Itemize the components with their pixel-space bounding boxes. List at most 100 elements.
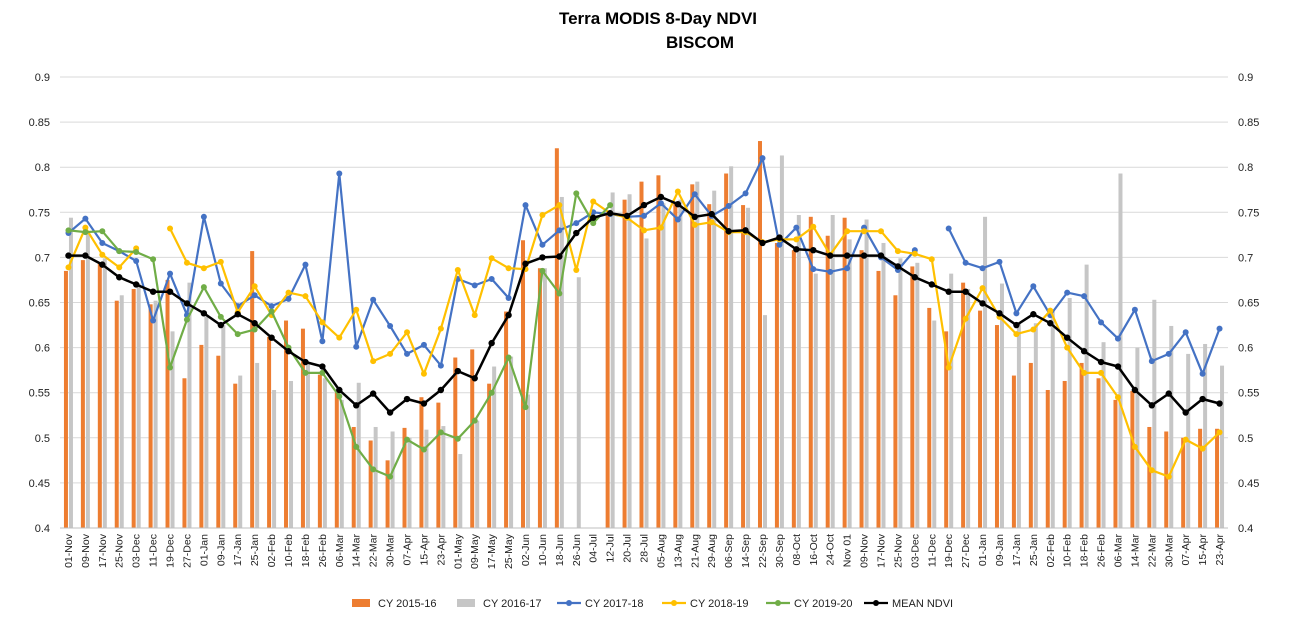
legend-label-cy-2019-20: CY 2019-20	[794, 598, 853, 610]
point-cy-2017-18	[776, 241, 783, 248]
point-cy-2018-19	[116, 264, 123, 271]
bar-cy-2015-16	[1164, 431, 1169, 528]
point-cy-2018-19	[404, 329, 411, 336]
bar-cy-2016-17	[1084, 264, 1089, 528]
bar-cy-2016-17	[458, 454, 463, 528]
point-cy-2017-18	[99, 239, 106, 246]
x-tick-label: 20-Jul	[622, 534, 634, 563]
x-tick-label: 15-Apr	[1197, 533, 1209, 565]
x-tick-label: 10-Jun	[537, 534, 549, 566]
point-mean-ndvi	[99, 261, 106, 268]
point-mean-ndvi	[962, 288, 969, 295]
point-cy-2019-20	[505, 354, 512, 361]
point-cy-2019-20	[82, 229, 89, 236]
point-cy-2018-19	[1148, 467, 1155, 474]
x-tick-label: 17-Jan	[232, 534, 244, 566]
x-tick-label: 02-Feb	[1045, 534, 1057, 567]
bar-cy-2015-16	[859, 250, 864, 528]
point-mean-ndvi	[386, 409, 394, 416]
point-cy-2018-19	[1199, 445, 1206, 452]
bar-series	[63, 141, 1225, 529]
bar-cy-2016-17	[915, 262, 920, 528]
bar-cy-2016-17	[255, 362, 260, 528]
y-tick-label-right: 0.4	[1238, 523, 1253, 535]
bar-cy-2016-17	[661, 203, 666, 528]
point-mean-ndvi	[183, 300, 191, 307]
point-mean-ndvi	[539, 254, 546, 261]
x-tick-label: 15-Apr	[418, 533, 430, 565]
point-mean-ndvi	[149, 288, 157, 295]
x-tick-label: 25-Nov	[892, 533, 904, 568]
bar-cy-2016-17	[305, 362, 310, 528]
point-mean-ndvi	[1148, 402, 1156, 409]
point-cy-2018-19	[1064, 344, 1071, 351]
point-cy-2018-19	[251, 283, 258, 290]
point-cy-2019-20	[607, 202, 614, 209]
point-cy-2019-20	[336, 393, 343, 400]
bar-cy-2015-16	[537, 268, 542, 528]
bar-cy-2015-16	[250, 251, 255, 528]
point-cy-2017-18	[996, 258, 1003, 265]
point-cy-2017-18	[353, 343, 360, 350]
x-tick-label: 01-Jan	[977, 534, 989, 566]
point-cy-2017-18	[539, 241, 546, 248]
point-mean-ndvi	[1080, 348, 1088, 355]
x-tick-label: 17-Nov	[97, 533, 109, 568]
bar-cy-2016-17	[238, 375, 243, 528]
bar-cy-2016-17	[1101, 342, 1106, 528]
point-mean-ndvi	[132, 281, 140, 288]
point-cy-2019-20	[437, 429, 444, 436]
point-cy-2018-19	[1098, 369, 1105, 376]
y-tick-label-right: 0.7	[1238, 252, 1253, 264]
point-mean-ndvi	[1165, 390, 1172, 397]
bar-cy-2016-17	[170, 331, 175, 528]
point-cy-2017-18	[133, 258, 140, 265]
x-tick-label: 18-Feb	[1079, 534, 1091, 567]
bar-cy-2015-16	[368, 440, 373, 528]
point-cy-2017-18	[556, 227, 563, 234]
point-mean-ndvi	[1013, 321, 1020, 329]
y-axis-right: 0.4 0.45 0.5 0.55 0.6 0.65 0.7 0.75 0.8 0.85 0.9	[1238, 72, 1259, 535]
point-mean-ndvi	[1047, 320, 1054, 327]
bar-cy-2015-16	[707, 204, 712, 528]
point-mean-ndvi	[573, 229, 580, 237]
x-tick-label: 18-Feb	[300, 534, 312, 567]
point-cy-2017-18	[200, 213, 207, 220]
bar-cy-2015-16	[1130, 390, 1135, 528]
bar-cy-2016-17	[85, 232, 90, 529]
y-tick-label-right: 0.65	[1238, 298, 1259, 310]
y-axis-left: 0.4 0.45 0.5 0.55 0.6 0.65 0.7 0.75 0.8 0.85 0.9	[29, 72, 50, 535]
point-cy-2017-18	[302, 261, 309, 268]
bar-cy-2016-17	[1220, 365, 1225, 528]
point-mean-ndvi	[420, 400, 428, 407]
bar-cy-2016-17	[119, 295, 124, 528]
point-cy-2019-20	[234, 331, 241, 338]
point-mean-ndvi	[776, 234, 783, 241]
bar-cy-2015-16	[1079, 362, 1084, 528]
point-mean-ndvi	[1182, 409, 1189, 416]
point-cy-2017-18	[217, 280, 224, 287]
point-mean-ndvi	[640, 201, 648, 209]
point-mean-ndvi	[1199, 395, 1206, 403]
point-cy-2017-18	[82, 215, 89, 222]
point-cy-2018-19	[454, 267, 461, 274]
x-tick-label: 14-Sep	[740, 534, 752, 568]
y-tick-label-left: 0.85	[29, 117, 50, 129]
y-tick-label-left: 0.75	[29, 207, 50, 219]
bar-cy-2015-16	[1113, 399, 1118, 528]
x-tick-label: 27-Dec	[960, 534, 972, 568]
bar-cy-2016-17	[373, 426, 378, 528]
point-cy-2017-18	[810, 266, 817, 273]
legend-marker-mean-ndvi	[873, 600, 879, 606]
x-tick-label: 22-Sep	[757, 534, 769, 568]
bar-cy-2015-16	[470, 349, 475, 528]
point-mean-ndvi	[336, 386, 343, 394]
bar-cy-2015-16	[1062, 380, 1067, 528]
point-cy-2019-20	[539, 267, 546, 274]
y-tick-label-left: 0.4	[35, 523, 50, 535]
point-cy-2017-18	[251, 292, 258, 299]
chart-subtitle: BISCOM	[666, 33, 734, 52]
point-mean-ndvi	[691, 213, 698, 221]
legend-label-cy-2016-17: CY 2016-17	[483, 598, 542, 610]
point-cy-2018-19	[573, 267, 580, 274]
